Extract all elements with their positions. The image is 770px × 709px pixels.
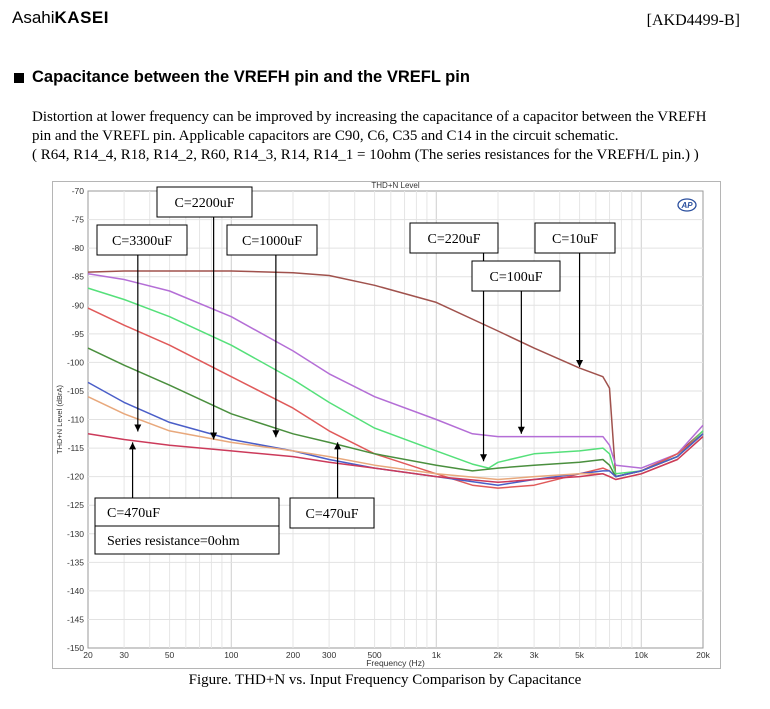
annotation-c1000: C=1000uF bbox=[226, 224, 318, 438]
annotation-arrowhead bbox=[576, 359, 584, 367]
x-tick-label: 200 bbox=[286, 650, 300, 660]
annotation-label: C=3300uF bbox=[112, 234, 172, 249]
ap-logo-text: AP bbox=[680, 201, 693, 210]
annotation-c220: C=220uF bbox=[409, 222, 499, 462]
x-axis-label: Frequency (Hz) bbox=[366, 658, 425, 668]
series-line-2 bbox=[87, 273, 704, 469]
y-tick-label: -115 bbox=[68, 443, 85, 453]
annotation-box bbox=[289, 497, 375, 529]
square-bullet-icon bbox=[14, 72, 24, 83]
annotation-label: C=100uF bbox=[489, 270, 542, 285]
annotation-sublabel: Series resistance=0ohm bbox=[107, 534, 240, 549]
logo-prefix: Asahi bbox=[12, 8, 55, 27]
section-title: Capacitance between the VREFH pin and th… bbox=[32, 68, 470, 86]
x-tick-label: 100 bbox=[224, 650, 238, 660]
document-id: [AKD4499-B] bbox=[646, 12, 740, 29]
x-tick-label: 20 bbox=[83, 650, 93, 660]
y-tick-label: -140 bbox=[67, 586, 84, 596]
chart-labels: -70 -75 -80 -85 -90 -95 -100 -105 -110 -115 -120 -1… bbox=[55, 181, 711, 668]
y-tick-label: -90 bbox=[72, 300, 85, 310]
y-tick-label: -130 bbox=[67, 529, 84, 539]
x-tick-label: 30 bbox=[119, 650, 129, 660]
x-tick-label: 20k bbox=[696, 650, 710, 660]
annotation-c100: C=100uF bbox=[471, 260, 561, 434]
annotation-box bbox=[534, 222, 616, 254]
ap-logo-ellipse bbox=[677, 198, 697, 212]
x-tick-label: 10k bbox=[634, 650, 648, 660]
y-tick-label: -70 bbox=[72, 186, 85, 196]
annotation-box bbox=[409, 222, 499, 254]
annotation-c10: C=10uF bbox=[534, 222, 616, 367]
y-tick-label: -120 bbox=[67, 472, 84, 482]
annotation-label: C=470uF bbox=[107, 506, 160, 521]
y-tick-label: -145 bbox=[67, 614, 84, 624]
annotation-box bbox=[471, 260, 561, 292]
ap-logo-icon: AP bbox=[677, 198, 697, 212]
thd-chart: C=2200uF C=3300uF C=1000uF C=220uF C=10uF C=1… bbox=[52, 181, 721, 669]
x-tick-label: 5k bbox=[575, 650, 585, 660]
x-tick-label: 3k bbox=[530, 650, 540, 660]
y-tick-label: -95 bbox=[72, 329, 85, 339]
paragraph-line-2: pin and the VREFL pin. Applicable capaci… bbox=[32, 128, 619, 144]
y-axis-label: THD+N Level (dBrA) bbox=[55, 385, 64, 454]
annotation-c470a: C=470uF Series resistance=0ohm bbox=[94, 442, 280, 555]
annotation-arrowhead bbox=[334, 442, 342, 450]
annotation-arrowhead bbox=[134, 424, 142, 432]
body-paragraph: Distortion at lower frequency can be imp… bbox=[32, 108, 752, 165]
annotation-label: C=10uF bbox=[552, 232, 598, 247]
annotation-label: C=1000uF bbox=[242, 234, 302, 249]
x-tick-label: 300 bbox=[322, 650, 336, 660]
annotation-c3300: C=3300uF bbox=[96, 224, 188, 432]
x-tick-label: 50 bbox=[165, 650, 175, 660]
paragraph-line-1: Distortion at lower frequency can be imp… bbox=[32, 109, 707, 125]
y-tick-label: -100 bbox=[67, 357, 84, 367]
annotation-arrowhead bbox=[210, 432, 218, 440]
x-tick-label: 1k bbox=[432, 650, 442, 660]
annotation-c470b: C=470uF bbox=[289, 442, 375, 529]
annotation-c2200: C=2200uF bbox=[156, 186, 253, 440]
y-tick-label: -150 bbox=[67, 643, 84, 653]
y-tick-label: -75 bbox=[72, 215, 85, 225]
x-tick-label: 2k bbox=[494, 650, 504, 660]
paragraph-line-3: ( R64, R14_4, R18, R14_2, R60, R14_3, R1… bbox=[32, 147, 699, 163]
annotation-box bbox=[156, 186, 253, 218]
y-tick-label: -85 bbox=[72, 272, 85, 282]
chart-title: THD+N Level bbox=[371, 181, 419, 190]
chart-annotations: C=2200uF C=3300uF C=1000uF C=220uF C=10uF C=1… bbox=[94, 186, 616, 555]
series-line-8 bbox=[87, 433, 704, 484]
logo-main: KASEI bbox=[54, 8, 109, 27]
chart-grid bbox=[87, 190, 704, 649]
x-tick-label: 500 bbox=[367, 650, 381, 660]
annotation-box bbox=[226, 224, 318, 256]
annotation-arrowhead bbox=[517, 426, 525, 434]
annotation-label: C=220uF bbox=[427, 232, 480, 247]
annotation-arrowhead bbox=[129, 442, 137, 450]
thd-chart-figure: C=2200uF C=3300uF C=1000uF C=220uF C=10uF C=1… bbox=[52, 181, 721, 669]
series-line-3 bbox=[87, 287, 704, 475]
annotation-label: C=2200uF bbox=[174, 196, 234, 211]
y-tick-label: -80 bbox=[72, 243, 85, 253]
y-tick-label: -125 bbox=[67, 500, 84, 510]
chart-series bbox=[87, 270, 704, 489]
y-tick-label: -135 bbox=[67, 557, 84, 567]
annotation-arrowhead bbox=[480, 454, 488, 462]
series-line-6 bbox=[87, 381, 704, 486]
annotation-arrowhead bbox=[272, 430, 280, 438]
y-tick-label: -110 bbox=[68, 415, 85, 425]
annotation-box bbox=[96, 224, 188, 256]
y-tick-label: -105 bbox=[67, 386, 84, 396]
section-heading: Capacitance between the VREFH pin and th… bbox=[14, 68, 470, 87]
figure-caption: Figure. THD+N vs. Input Frequency Compar… bbox=[188, 672, 582, 688]
annotation-label: C=470uF bbox=[305, 507, 358, 522]
asahi-kasei-logo: AsahiKASEI bbox=[12, 8, 109, 28]
